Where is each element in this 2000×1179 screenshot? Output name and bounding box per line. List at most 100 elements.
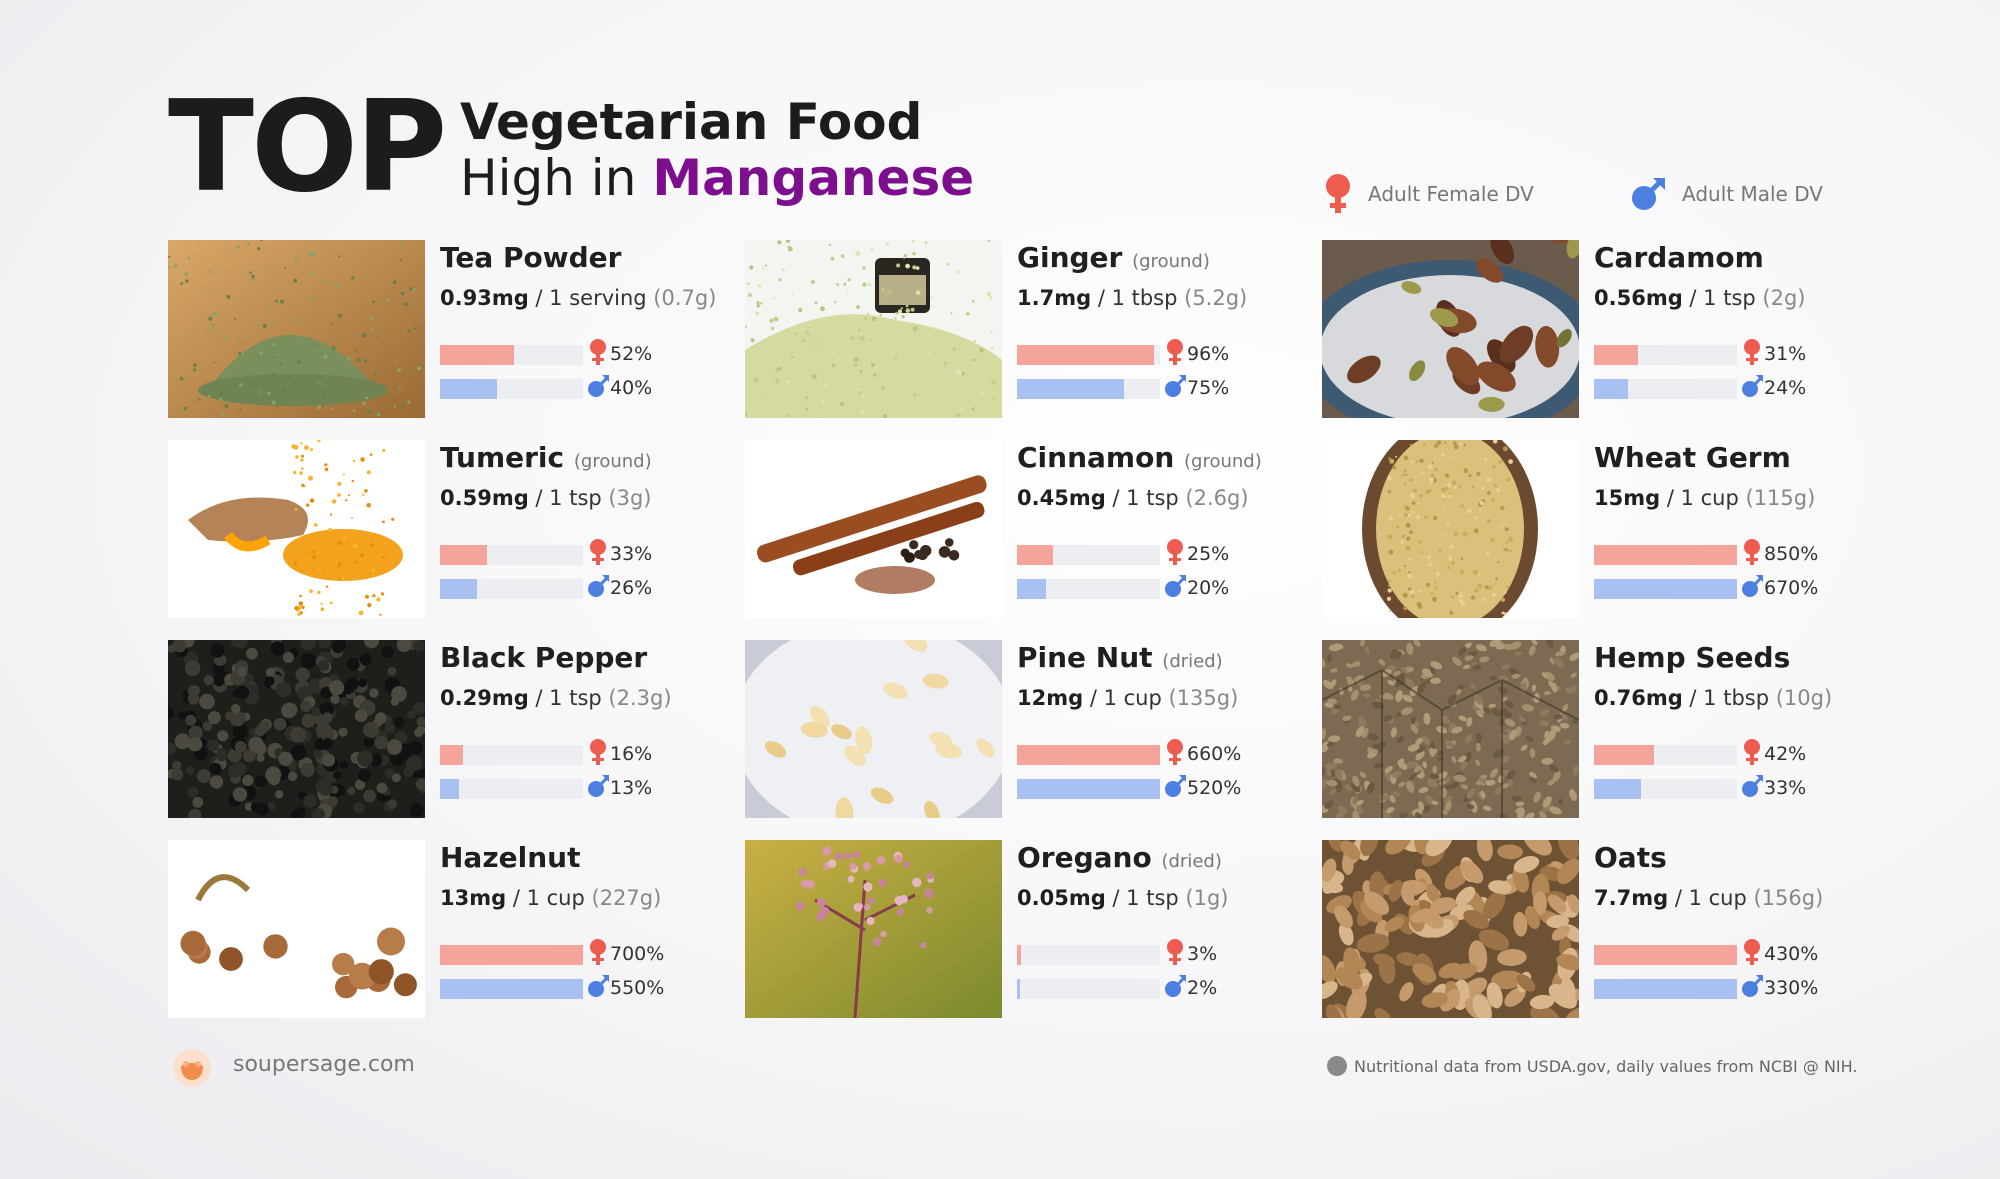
bar-track xyxy=(1594,545,1737,565)
female-dv-bar: 3% xyxy=(1017,939,1317,968)
food-name-text: Ginger xyxy=(1017,241,1123,274)
male-bar-fill xyxy=(1594,579,1737,599)
male-dv-pct: 520% xyxy=(1187,777,1242,799)
male-bar-fill xyxy=(440,979,583,999)
food-amount: 0.59mg / 1 tsp (3g) xyxy=(440,482,740,514)
bar-track xyxy=(440,745,583,765)
cinnamon-sticks-image xyxy=(745,440,1002,618)
bar-track xyxy=(1017,345,1160,365)
male-dv-pct: 330% xyxy=(1764,977,1819,999)
food-photo xyxy=(168,240,425,418)
female-bar-fill xyxy=(1017,945,1022,965)
amount-value: 1.7mg xyxy=(1017,286,1092,310)
title-accent: Manganese xyxy=(652,149,975,207)
hemp-seeds-image xyxy=(1322,640,1579,818)
male-bar-fill xyxy=(440,379,498,399)
male-dv-bar: 330% xyxy=(1594,974,1894,1002)
male-symbol-icon xyxy=(588,575,609,597)
food-photo xyxy=(745,440,1002,618)
female-symbol-icon xyxy=(1167,739,1183,765)
amount-value: 0.45mg xyxy=(1017,486,1106,510)
food-name: Oregano (dried) xyxy=(1017,840,1317,880)
green-tea-powder-pile-image xyxy=(168,240,425,418)
male-symbol-icon xyxy=(1632,178,1665,210)
amount-serving: / 1 tsp xyxy=(535,686,602,710)
bar-track xyxy=(1017,979,1160,999)
male-dv-bar: 26% xyxy=(440,574,740,602)
male-symbol-icon xyxy=(1742,375,1763,397)
amount-serving: / 1 tsp xyxy=(535,486,602,510)
amount-grams: (156g) xyxy=(1753,886,1824,910)
food-card: Hazelnut 13mg / 1 cup (227g) 700% 550% xyxy=(168,840,738,1018)
food-info: Tumeric (ground) 0.59mg / 1 tsp (3g) 33%… xyxy=(440,440,740,599)
food-photo xyxy=(1322,440,1579,618)
female-dv-pct: 31% xyxy=(1764,343,1807,365)
female-bar-fill xyxy=(1017,545,1053,565)
female-dv-pct: 430% xyxy=(1764,943,1819,965)
female-dv-bar: 660% xyxy=(1017,739,1317,768)
male-dv-pct: 550% xyxy=(610,977,665,999)
female-dv-pct: 700% xyxy=(610,943,665,965)
info-dot-icon xyxy=(1327,1056,1347,1076)
female-dv-pct: 33% xyxy=(610,543,653,565)
female-symbol-icon xyxy=(590,939,606,965)
male-dv-bar: 20% xyxy=(1017,574,1317,602)
amount-serving: / 1 tsp xyxy=(1112,486,1179,510)
food-name: Ginger (ground) xyxy=(1017,240,1317,280)
food-amount: 13mg / 1 cup (227g) xyxy=(440,882,740,914)
food-name: Tumeric (ground) xyxy=(440,440,740,480)
female-bar-fill xyxy=(440,345,515,365)
food-name-text: Wheat Germ xyxy=(1594,441,1791,474)
male-bar-fill xyxy=(1594,779,1642,799)
bar-track xyxy=(440,579,583,599)
title-line-2: High in Manganese xyxy=(460,150,974,206)
male-dv-pct: 26% xyxy=(610,577,653,599)
food-note: (ground) xyxy=(573,451,652,472)
male-symbol-icon xyxy=(588,775,609,797)
male-symbol-icon xyxy=(1165,375,1186,397)
female-dv-bar: 42% xyxy=(1594,739,1894,768)
bar-track xyxy=(440,545,583,565)
food-card: Cinnamon (ground) 0.45mg / 1 tsp (2.6g) … xyxy=(745,440,1315,618)
male-dv-pct: 40% xyxy=(610,377,653,399)
female-dv-bar: 16% xyxy=(440,739,740,768)
female-dv-pct: 3% xyxy=(1187,943,1218,965)
amount-value: 0.56mg xyxy=(1594,286,1683,310)
food-info: Tea Powder 0.93mg / 1 serving (0.7g) 52%… xyxy=(440,240,740,399)
food-info: Pine Nut (dried) 12mg / 1 cup (135g) 660… xyxy=(1017,640,1317,799)
amount-value: 13mg xyxy=(440,886,507,910)
food-info: Wheat Germ 15mg / 1 cup (115g) 850% 670% xyxy=(1594,440,1894,599)
amount-grams: (135g) xyxy=(1168,686,1239,710)
amount-grams: (10g) xyxy=(1775,686,1833,710)
amount-value: 12mg xyxy=(1017,686,1084,710)
food-info: Cardamom 0.56mg / 1 tsp (2g) 31% 24% xyxy=(1594,240,1894,399)
food-name: Hemp Seeds xyxy=(1594,640,1894,680)
female-symbol-icon xyxy=(1167,939,1183,965)
food-name-text: Tumeric xyxy=(440,441,565,474)
bar-track xyxy=(440,379,583,399)
food-amount: 7.7mg / 1 cup (156g) xyxy=(1594,882,1894,914)
female-bar-fill xyxy=(1594,345,1639,365)
male-symbol-icon xyxy=(1165,775,1186,797)
amount-grams: (2g) xyxy=(1762,286,1806,310)
male-dv-pct: 20% xyxy=(1187,577,1230,599)
amount-serving: / 1 serving xyxy=(535,286,647,310)
food-photo xyxy=(1322,840,1579,1018)
title-top-word: TOP xyxy=(168,73,447,220)
female-dv-bar: 96% xyxy=(1017,339,1317,368)
male-dv-bar: 24% xyxy=(1594,374,1894,402)
food-name: Tea Powder xyxy=(440,240,740,280)
bar-track xyxy=(1594,745,1737,765)
male-dv-bar: 550% xyxy=(440,974,740,1002)
amount-value: 15mg xyxy=(1594,486,1661,510)
food-photo xyxy=(1322,640,1579,818)
amount-value: 0.76mg xyxy=(1594,686,1683,710)
food-name: Cinnamon (ground) xyxy=(1017,440,1317,480)
food-info: Oregano (dried) 0.05mg / 1 tsp (1g) 3% 2… xyxy=(1017,840,1317,999)
female-symbol-icon xyxy=(1744,939,1760,965)
hazelnuts-image xyxy=(168,840,425,1018)
female-bar-fill xyxy=(1017,345,1155,365)
amount-value: 7.7mg xyxy=(1594,886,1669,910)
female-dv-bar: 52% xyxy=(440,339,740,368)
footer-site[interactable]: soupersage.com xyxy=(233,1052,415,1077)
